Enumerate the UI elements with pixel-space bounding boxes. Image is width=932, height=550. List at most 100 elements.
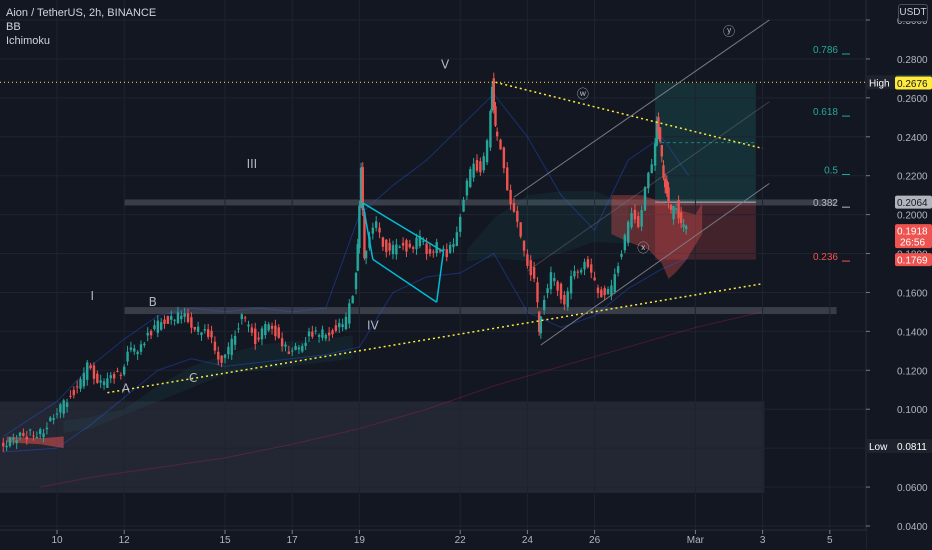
candle-body: [499, 139, 502, 150]
candle: [237, 322, 240, 333]
time-tick-label: 10: [51, 535, 63, 546]
candle-body: [563, 294, 566, 305]
candle: [163, 315, 166, 329]
candle-body: [381, 237, 385, 247]
candle: [647, 171, 650, 194]
candle-body: [358, 205, 361, 249]
wave-label: ⓧ: [637, 241, 649, 255]
candle: [291, 347, 294, 356]
candle: [381, 236, 385, 251]
candle: [662, 160, 665, 181]
candle-body: [75, 386, 79, 388]
candle-body: [153, 325, 156, 330]
channel-lower: [540, 183, 770, 346]
candle: [287, 345, 291, 355]
candle-body: [549, 272, 553, 290]
candle: [590, 258, 593, 279]
ichimoku-lagging: [40, 311, 763, 488]
candle-body: [109, 375, 112, 379]
candle: [600, 286, 603, 298]
price-tick-label: 0.2800: [897, 55, 928, 66]
fib-level-label: 0.382: [813, 198, 838, 209]
candle-body: [196, 326, 200, 332]
price-tag: [895, 224, 932, 249]
candle: [657, 112, 660, 140]
candle: [307, 327, 311, 342]
candle: [267, 321, 270, 333]
candle-body: [509, 189, 512, 205]
candle: [186, 308, 190, 324]
candle: [65, 398, 69, 413]
wave-label: A: [122, 382, 131, 396]
candle-body: [633, 209, 637, 220]
candle: [391, 240, 395, 260]
candle: [351, 295, 354, 304]
candle-body: [519, 222, 522, 237]
candle-body: [422, 240, 425, 242]
candle: [213, 336, 217, 355]
candle: [459, 213, 462, 238]
currency-button[interactable]: USDT: [898, 4, 928, 22]
candle-body: [543, 300, 546, 311]
countdown-label: 26:56: [900, 238, 925, 249]
candle: [388, 238, 391, 256]
candle-body: [324, 334, 327, 339]
candle: [475, 154, 479, 173]
candle-body: [8, 437, 12, 447]
candle-body: [469, 169, 472, 188]
indicator-ichimoku-label[interactable]: Ichimoku: [6, 35, 51, 47]
indicator-bb-label[interactable]: BB: [6, 21, 21, 33]
wave-label: IV: [367, 318, 380, 332]
candle-body: [354, 272, 358, 290]
candle-body: [489, 111, 492, 148]
candle: [658, 126, 662, 144]
candle: [415, 233, 418, 255]
candle: [15, 434, 18, 449]
candle: [233, 330, 237, 351]
candle: [576, 269, 579, 279]
candle: [643, 186, 647, 212]
candle-body: [630, 213, 633, 228]
candle: [106, 372, 109, 388]
candle: [669, 203, 673, 214]
candle: [637, 211, 640, 229]
candle: [334, 319, 338, 333]
candle-body: [411, 247, 415, 249]
candle-body: [438, 250, 442, 252]
candle: [682, 218, 685, 232]
candle: [613, 268, 616, 295]
candle: [660, 144, 663, 163]
wedge-upper: [362, 202, 444, 253]
candle: [173, 318, 176, 326]
candle-body: [485, 140, 489, 163]
candle-body: [15, 440, 18, 444]
fib-level-label: 0.5: [824, 165, 838, 176]
symbol-title[interactable]: Aion / TetherUS, 2h, BINANCE: [6, 7, 157, 19]
wave-label: C: [189, 371, 197, 385]
price-axis[interactable]: 0.30000.28000.26000.24000.22000.20000.18…: [865, 0, 932, 550]
time-axis[interactable]: 10 12 15 17 19 22 24 26 Mar 3 5: [0, 529, 866, 550]
candle: [411, 245, 415, 253]
time-tick-label: 3: [760, 535, 766, 546]
fib-level-label: 0.786: [813, 45, 838, 56]
candle-body: [401, 242, 405, 246]
candle: [452, 238, 455, 253]
candle-body: [573, 271, 576, 277]
candle: [5, 440, 8, 452]
candle: [39, 427, 42, 440]
low-tag-value: 0.0811: [897, 442, 927, 453]
candle: [364, 250, 368, 265]
candle: [653, 137, 657, 172]
candle-body: [247, 324, 250, 327]
candle-body: [472, 163, 475, 178]
candle: [139, 340, 143, 355]
candle: [79, 376, 82, 392]
time-tick-label: 19: [354, 535, 366, 546]
candle-body: [86, 362, 89, 380]
candle: [341, 318, 344, 332]
candle: [586, 255, 590, 269]
candle: [566, 287, 569, 311]
wedge-right: [435, 251, 445, 303]
candle-body: [173, 319, 176, 321]
